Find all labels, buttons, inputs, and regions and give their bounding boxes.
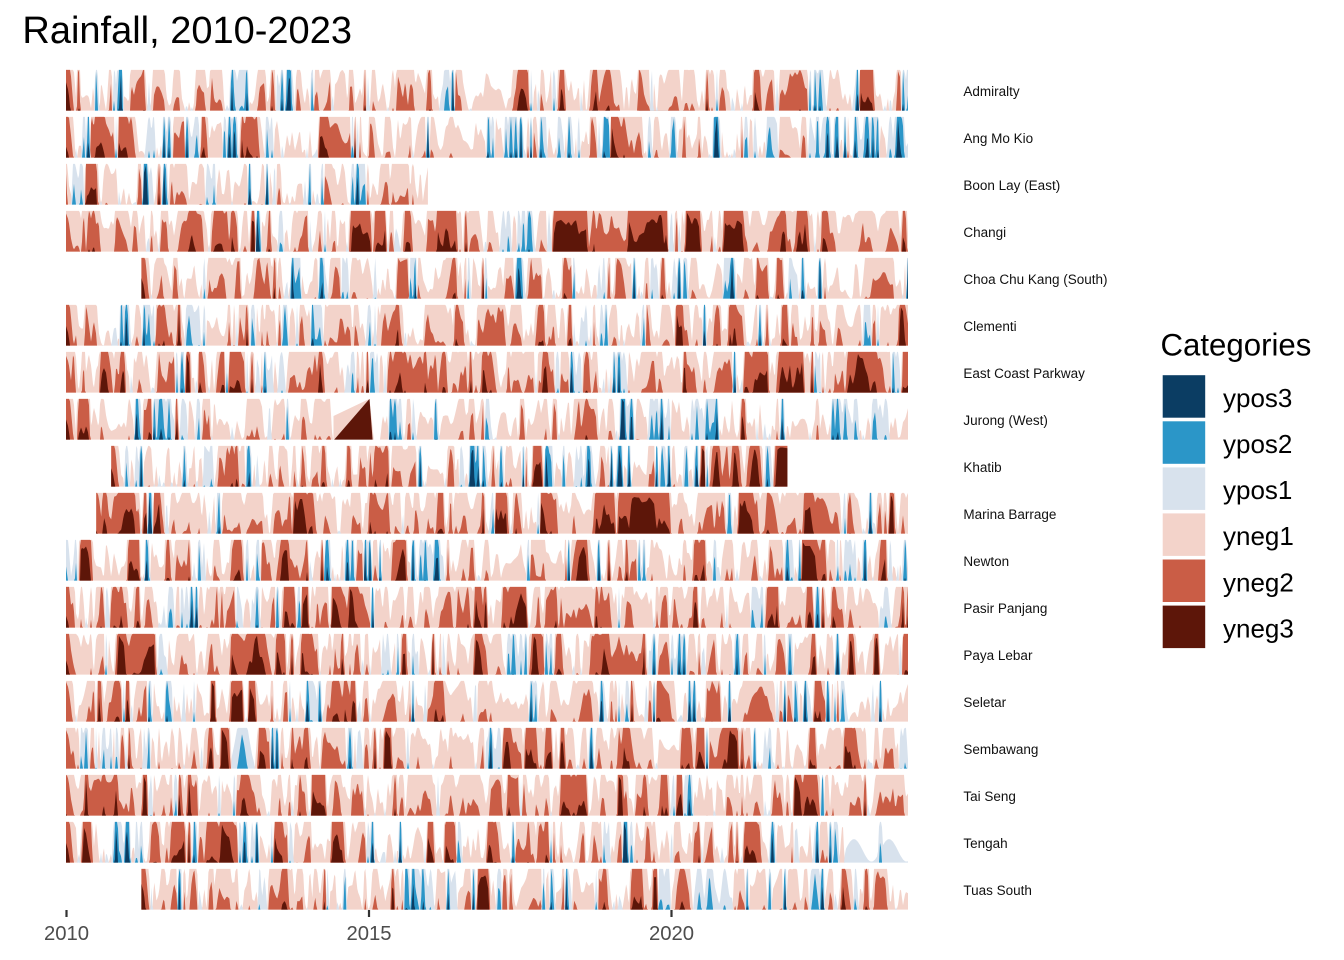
svg-text:2020: 2020 (649, 923, 694, 945)
svg-text:Newton: Newton (963, 554, 1009, 569)
svg-text:Tai Seng: Tai Seng (963, 789, 1016, 804)
svg-text:Pasir Panjang: Pasir Panjang (963, 601, 1047, 616)
svg-text:yneg2: yneg2 (1223, 567, 1294, 597)
svg-text:East Coast Parkway: East Coast Parkway (963, 366, 1085, 381)
svg-text:Ang Mo Kio: Ang Mo Kio (963, 131, 1033, 146)
svg-text:2015: 2015 (346, 923, 391, 945)
svg-text:ypos1: ypos1 (1223, 475, 1292, 505)
svg-text:Sembawang: Sembawang (963, 742, 1038, 757)
svg-text:Categories: Categories (1161, 328, 1312, 363)
svg-text:ypos2: ypos2 (1223, 429, 1292, 459)
svg-text:Boon Lay (East): Boon Lay (East) (963, 178, 1060, 193)
svg-text:Choa Chu Kang (South): Choa Chu Kang (South) (963, 272, 1107, 287)
svg-text:Clementi: Clementi (963, 319, 1016, 334)
svg-text:Jurong (West): Jurong (West) (963, 413, 1048, 428)
svg-text:ypos3: ypos3 (1223, 383, 1292, 413)
svg-text:2010: 2010 (44, 923, 89, 945)
svg-text:Paya Lebar: Paya Lebar (963, 648, 1033, 663)
svg-text:Changi: Changi (963, 225, 1006, 240)
svg-text:Rainfall, 2010-2023: Rainfall, 2010-2023 (22, 10, 352, 52)
svg-text:Marina Barrage: Marina Barrage (963, 507, 1056, 522)
svg-text:yneg3: yneg3 (1223, 613, 1294, 643)
svg-text:Admiralty: Admiralty (963, 84, 1020, 99)
svg-text:Tuas South: Tuas South (963, 883, 1032, 898)
svg-text:Seletar: Seletar (963, 695, 1006, 710)
svg-text:Tengah: Tengah (963, 836, 1007, 851)
svg-text:yneg1: yneg1 (1223, 521, 1294, 551)
svg-text:Khatib: Khatib (963, 460, 1001, 475)
